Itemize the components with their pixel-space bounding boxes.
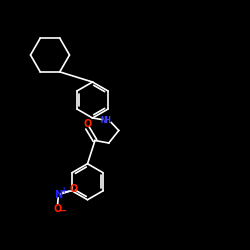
Text: O: O: [54, 204, 62, 214]
Text: O: O: [69, 184, 77, 194]
Text: NH: NH: [101, 116, 112, 125]
Text: N: N: [54, 190, 62, 200]
Text: O: O: [84, 118, 92, 128]
Text: −: −: [58, 206, 67, 216]
Text: +: +: [60, 186, 66, 195]
